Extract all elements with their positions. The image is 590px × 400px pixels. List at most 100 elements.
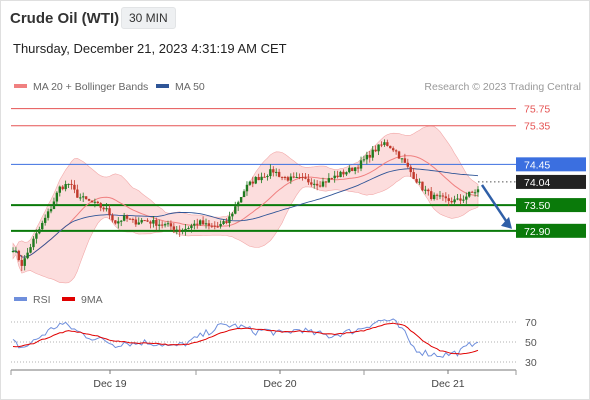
candle-body	[213, 225, 216, 227]
rsi-tick-50: 50	[525, 337, 537, 349]
candle-body	[330, 178, 333, 180]
candle-body	[43, 217, 47, 223]
candle-body	[269, 169, 272, 177]
candle-body	[117, 221, 120, 224]
candle-body	[304, 177, 307, 179]
candle-body	[333, 175, 336, 179]
rsi-tick-labels: 70 50 30	[525, 317, 537, 369]
timeframe-badge[interactable]: 30 MIN	[121, 7, 176, 29]
candle-body	[73, 184, 76, 190]
candle-body	[96, 201, 100, 204]
projection-head	[501, 216, 512, 229]
candle-body	[453, 199, 456, 203]
chart-header: Crude Oil (WTI) 30 MIN	[0, 0, 590, 36]
candle-body	[58, 186, 61, 193]
rsi-ma-line	[12, 322, 479, 355]
candle-body	[120, 220, 123, 222]
research-credit: Research © 2023 Trading Central	[424, 81, 581, 93]
candle-body	[114, 220, 117, 224]
candle-body	[225, 221, 228, 224]
candle-body	[310, 182, 313, 185]
candle-body	[26, 252, 29, 259]
candle-body	[298, 177, 301, 179]
candle-body	[465, 196, 468, 200]
rsi-tick-70: 70	[525, 317, 537, 329]
level-label-74-04: 74.04	[524, 177, 550, 189]
price-panel: 75.75 75.35 74.45 74.04 73.50 72.90	[11, 104, 586, 284]
candle-body	[99, 203, 102, 208]
rsi-grid	[11, 321, 516, 363]
candle-body	[389, 145, 392, 149]
candle-body	[377, 144, 380, 152]
candle-body	[342, 171, 345, 175]
ma20-legend-swatch	[14, 84, 27, 88]
candle-body	[351, 167, 354, 172]
candle-body	[289, 176, 293, 181]
ma20-line	[12, 155, 479, 258]
rsi-tick-30: 30	[525, 357, 537, 369]
time-tick-label: Dec 21	[431, 378, 464, 390]
candle-body	[102, 207, 105, 210]
candle-body	[52, 201, 56, 210]
candle-body	[275, 171, 278, 173]
candle-body	[134, 219, 138, 225]
rsi-ma-legend-label: 9MA	[81, 294, 103, 306]
candle-body	[339, 171, 342, 178]
candle-body	[380, 144, 383, 146]
rsi-legend-swatch	[14, 297, 27, 301]
candle-body	[32, 238, 35, 248]
candle-body	[201, 220, 205, 225]
candle-body	[81, 196, 85, 198]
level-label-75-35: 75.35	[524, 121, 550, 133]
candle-body	[64, 183, 67, 190]
candle-body	[313, 183, 316, 185]
candle-body	[17, 250, 21, 261]
rsi-ma-legend-swatch	[62, 297, 75, 301]
candle-body	[155, 219, 158, 226]
candle-body	[87, 199, 91, 201]
candle-body	[175, 229, 178, 231]
rsi-panel: 70 50 30	[11, 317, 537, 369]
candle-body	[61, 186, 64, 190]
candle-body	[383, 142, 386, 145]
candle-body	[111, 215, 114, 221]
candle-body	[462, 199, 465, 201]
time-tick-label: Dec 19	[93, 378, 126, 390]
candle-body	[397, 151, 401, 159]
candle-body	[315, 183, 319, 186]
candle-body	[365, 154, 369, 160]
candle-body	[400, 158, 404, 160]
candle-body	[368, 154, 371, 158]
candle-body	[210, 225, 214, 227]
support-tag	[516, 223, 586, 238]
candle-body	[447, 198, 450, 201]
candle-body	[93, 201, 97, 203]
candle-body	[198, 220, 202, 225]
candle-body	[248, 181, 252, 185]
main-legend: MA 20 + Bollinger Bands MA 50 Research ©…	[14, 81, 581, 93]
candle-body	[280, 176, 284, 178]
ma50-legend-label: MA 50	[175, 81, 205, 93]
candle-body	[348, 167, 351, 173]
candle-body	[432, 194, 436, 200]
candle-body	[128, 218, 132, 220]
candle-body	[172, 226, 176, 230]
candle-body	[190, 225, 193, 229]
candle-body	[295, 177, 298, 179]
candle-body	[394, 150, 398, 152]
candle-body	[125, 215, 129, 219]
candle-body	[140, 220, 143, 223]
candle-body	[228, 216, 231, 224]
candle-body	[160, 224, 164, 226]
candle-body	[470, 191, 474, 193]
candle-body	[459, 198, 462, 201]
support-tag	[516, 198, 586, 213]
candle-body	[263, 176, 266, 178]
candle-body	[318, 185, 322, 187]
candle-body	[324, 181, 328, 183]
candle-body	[444, 196, 448, 199]
candle-body	[441, 195, 445, 197]
candle-body	[55, 192, 59, 202]
candle-body	[84, 196, 88, 200]
